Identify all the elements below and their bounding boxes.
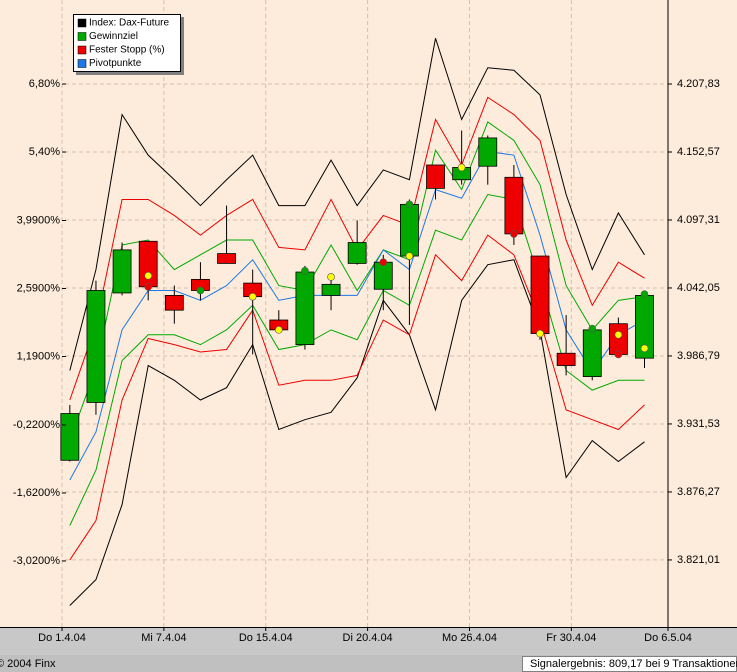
signal-dot — [640, 290, 649, 298]
candle-body — [138, 240, 158, 288]
y2-tick-label: -1,6200% — [13, 487, 60, 499]
x-tick-label: Do 6.5.04 — [644, 632, 692, 644]
signal-dot — [640, 344, 649, 353]
x-axis-band — [0, 627, 737, 655]
y2-tick-label: 3,9900% — [17, 214, 61, 226]
candle-body — [321, 283, 341, 296]
candle-body — [608, 323, 628, 355]
y2-tick-label: 1,1900% — [17, 350, 61, 362]
signal-dot — [614, 350, 623, 359]
y-tick-label: 3.876,27 — [677, 486, 720, 498]
x-tick-label: Fr 30.4.04 — [546, 632, 596, 644]
signal-dot — [457, 163, 466, 172]
legend-label: Gewinnziel — [89, 31, 138, 42]
x-tick-label: Do 15.4.04 — [239, 632, 293, 644]
legend: Index: Dax-Future Gewinnziel Fester Stopp … — [73, 14, 184, 75]
candle-body — [530, 255, 550, 334]
signal-dot — [536, 329, 544, 338]
indicator-line — [69, 234, 645, 561]
y2-tick-label: -0,2200% — [13, 419, 60, 431]
y2-tick-label: 5,40% — [29, 146, 60, 158]
signal-dot — [301, 267, 309, 275]
signal-dot — [588, 324, 597, 333]
legend-box — [73, 14, 181, 72]
axes: 4.207,83 4.152,57 4.097,31 4.042,05 3.986,79… — [13, 78, 720, 644]
signal-dot — [144, 283, 152, 291]
candle-body — [86, 290, 106, 403]
signal-dot — [248, 292, 257, 301]
x-tick-label: Mi 7.4.04 — [141, 632, 186, 644]
signal-dot — [275, 326, 283, 334]
x-tick-label: Do 1.4.04 — [38, 632, 86, 644]
y2-tick-label: 2,5900% — [17, 282, 61, 294]
signal-dot — [510, 230, 518, 238]
signal-dot — [196, 286, 205, 295]
y-tick-label: 3.986,79 — [677, 350, 720, 362]
candle-body — [400, 203, 419, 257]
signals — [144, 163, 649, 359]
candle-body — [373, 261, 393, 290]
candle-body — [295, 271, 315, 346]
legend-swatch — [77, 45, 87, 55]
indicator-line — [69, 38, 645, 371]
indicator-line — [69, 259, 645, 606]
legend-label: Pivotpunkte — [89, 58, 142, 69]
legend-swatch — [77, 59, 87, 68]
legend-label: Fester Stopp (%) — [89, 45, 165, 56]
y-tick-label: 4.207,83 — [677, 78, 720, 90]
candle-body — [112, 249, 132, 294]
y-tick-label: 4.152,57 — [677, 146, 720, 158]
candle-body — [217, 253, 236, 264]
y-tick-label: 4.042,05 — [677, 282, 720, 294]
legend-label: Index: Dax-Future — [89, 18, 169, 29]
x-tick-label: Di 20.4.04 — [343, 632, 393, 644]
candle-body — [347, 242, 367, 264]
plot-background — [0, 0, 737, 627]
result-text: Signalergebnis: 809,17 bei 9 Transaktion… — [530, 658, 737, 670]
indicator-line — [69, 121, 645, 441]
candle-body — [582, 329, 602, 378]
candle-body — [504, 176, 524, 235]
signal-dot — [327, 273, 335, 281]
candle-body — [426, 164, 445, 189]
candle-body — [478, 137, 498, 167]
y-tick-label: 3.931,53 — [677, 418, 720, 430]
signal-dot — [405, 200, 414, 209]
candle-body — [60, 413, 80, 461]
legend-swatch — [77, 32, 87, 41]
candle-body — [556, 352, 576, 366]
signal-dot — [144, 271, 152, 280]
signal-dot — [379, 258, 388, 266]
y-tick-label: 4.097,31 — [677, 214, 720, 226]
x-tick-label: Mo 26.4.04 — [442, 632, 497, 644]
y2-tick-label: 6,80% — [29, 78, 60, 90]
signal-dot — [614, 330, 623, 339]
legend-swatch — [77, 18, 87, 28]
signal-dot — [405, 252, 414, 260]
copyright: © 2004 Finx — [0, 658, 56, 670]
y-tick-label: 3.821,01 — [677, 554, 720, 566]
candle-body — [164, 295, 184, 311]
y2-tick-label: -3,0200% — [13, 555, 60, 567]
